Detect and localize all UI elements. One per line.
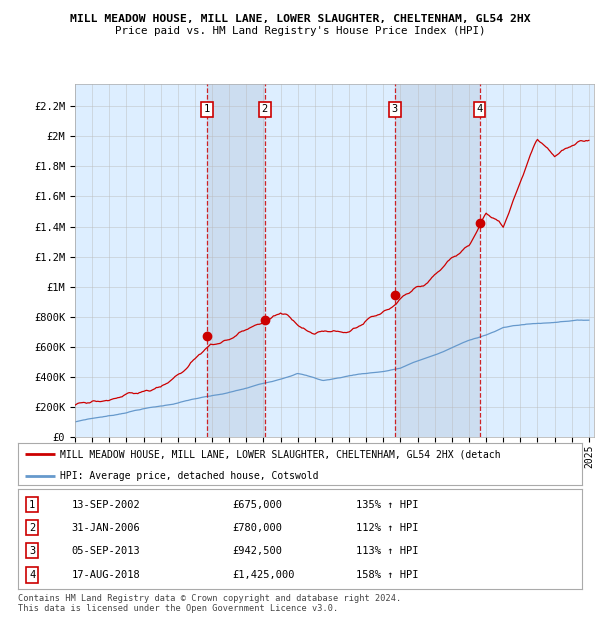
Text: 135% ↑ HPI: 135% ↑ HPI [356,500,419,510]
Text: This data is licensed under the Open Government Licence v3.0.: This data is licensed under the Open Gov… [18,604,338,613]
Text: 112% ↑ HPI: 112% ↑ HPI [356,523,419,533]
Text: 4: 4 [476,104,483,114]
Text: £1,425,000: £1,425,000 [232,570,295,580]
Text: 2: 2 [262,104,268,114]
Bar [207,84,265,437]
Text: 1: 1 [29,500,35,510]
Bar [395,84,479,437]
Text: 13-SEP-2002: 13-SEP-2002 [71,500,140,510]
Text: HPI: Average price, detached house, Cotswold: HPI: Average price, detached house, Cots… [60,471,319,480]
Text: Price paid vs. HM Land Registry's House Price Index (HPI): Price paid vs. HM Land Registry's House … [115,26,485,36]
Text: 3: 3 [392,104,398,114]
Text: 4: 4 [29,570,35,580]
Text: MILL MEADOW HOUSE, MILL LANE, LOWER SLAUGHTER, CHELTENHAM, GL54 2HX (detach: MILL MEADOW HOUSE, MILL LANE, LOWER SLAU… [60,449,501,459]
Text: 31-JAN-2006: 31-JAN-2006 [71,523,140,533]
Text: Contains HM Land Registry data © Crown copyright and database right 2024.: Contains HM Land Registry data © Crown c… [18,594,401,603]
Text: £675,000: £675,000 [232,500,283,510]
Text: 17-AUG-2018: 17-AUG-2018 [71,570,140,580]
Text: £942,500: £942,500 [232,546,283,556]
Text: 05-SEP-2013: 05-SEP-2013 [71,546,140,556]
Text: £780,000: £780,000 [232,523,283,533]
Text: 158% ↑ HPI: 158% ↑ HPI [356,570,419,580]
Text: 1: 1 [204,104,210,114]
Text: 2: 2 [29,523,35,533]
Text: MILL MEADOW HOUSE, MILL LANE, LOWER SLAUGHTER, CHELTENHAM, GL54 2HX: MILL MEADOW HOUSE, MILL LANE, LOWER SLAU… [70,14,530,24]
Text: 113% ↑ HPI: 113% ↑ HPI [356,546,419,556]
Text: 3: 3 [29,546,35,556]
